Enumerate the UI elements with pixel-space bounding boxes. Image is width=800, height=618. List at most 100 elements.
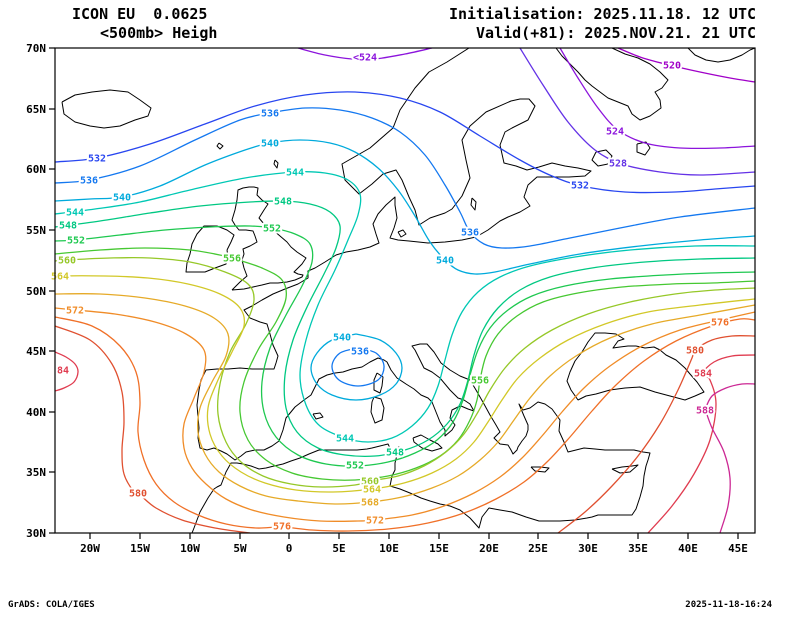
contour-line-524 bbox=[559, 48, 755, 150]
lon-tick-label: 0 bbox=[286, 542, 293, 555]
coastline bbox=[216, 142, 224, 150]
contour-label: 552 bbox=[346, 461, 364, 472]
contour-label: 536 bbox=[351, 347, 369, 358]
contour-label: 580 bbox=[686, 346, 704, 357]
contour-line-524 bbox=[297, 48, 433, 61]
coastline bbox=[397, 229, 407, 238]
contour-line-580 bbox=[557, 335, 755, 533]
coastline bbox=[555, 48, 669, 121]
contour-line-584 bbox=[55, 351, 79, 392]
contour-label: 572 bbox=[66, 306, 84, 317]
field-title: <500mb> Heigh bbox=[100, 24, 218, 42]
contour-line-572 bbox=[55, 307, 755, 523]
contour-label: 532 bbox=[88, 154, 106, 165]
contour-line-540 bbox=[55, 139, 755, 275]
contour-label: 544 bbox=[286, 168, 304, 179]
coastline bbox=[312, 412, 324, 420]
contour-line-528 bbox=[519, 48, 755, 176]
lon-tick-label: 5E bbox=[332, 542, 345, 555]
axes-group: 20W 15W 10W 5W 0 5E 10E 15E 20E 25E 30E 35E 40E 45E 70… bbox=[26, 42, 756, 555]
contour-label: 572 bbox=[366, 516, 384, 527]
contour-line-532 bbox=[55, 91, 755, 194]
contour-line-576 bbox=[55, 316, 755, 532]
contour-label: 556 bbox=[223, 254, 241, 265]
coastline bbox=[687, 48, 755, 63]
contour-label: 560 bbox=[361, 477, 379, 488]
contour-label: 548 bbox=[59, 221, 77, 232]
grads-credit: GrADS: COLA/IGES bbox=[8, 600, 95, 610]
lat-tick-label: 40N bbox=[26, 406, 46, 419]
contour-label: 564 bbox=[363, 485, 381, 496]
lon-tick-label: 25E bbox=[528, 542, 548, 555]
lat-tick-label: 55N bbox=[26, 224, 46, 237]
lon-tick-label: 15W bbox=[130, 542, 150, 555]
contour-line-520 bbox=[617, 48, 755, 83]
coastline bbox=[591, 149, 613, 167]
lat-tick-label: 65N bbox=[26, 103, 46, 116]
contour-label: 544 bbox=[66, 208, 84, 219]
contour-line-540 bbox=[310, 333, 403, 401]
contour-label: 580 bbox=[129, 489, 147, 500]
contour-label: 528 bbox=[609, 159, 627, 170]
contour-label: 540 bbox=[436, 256, 454, 267]
lon-tick-label: 40E bbox=[678, 542, 698, 555]
map-frame bbox=[54, 47, 756, 534]
lon-tick-label: 10E bbox=[379, 542, 399, 555]
coastline bbox=[61, 89, 152, 129]
lat-tick-label: 45N bbox=[26, 345, 46, 358]
coastline bbox=[185, 225, 235, 273]
valid-time-label: Valid(+81): 2025.NOV.21. 21 UTC bbox=[476, 24, 756, 42]
coastlines-group bbox=[61, 48, 755, 533]
coastline bbox=[530, 466, 550, 473]
lon-tick-label: 30E bbox=[578, 542, 598, 555]
coastline bbox=[231, 186, 307, 291]
contour-label: 556 bbox=[471, 376, 489, 387]
contour-label: 532 bbox=[571, 181, 589, 192]
contour-line-536 bbox=[331, 347, 385, 387]
contour-label: 536 bbox=[461, 228, 479, 239]
contour-label: 540 bbox=[333, 333, 351, 344]
contour-label: 576 bbox=[711, 318, 729, 329]
contour-line-560 bbox=[55, 256, 755, 488]
contour-label: 536 bbox=[80, 176, 98, 187]
lon-tick-label: 45E bbox=[728, 542, 748, 555]
coastline bbox=[412, 434, 443, 452]
creation-timestamp: 2025-11-18-16:24 bbox=[685, 600, 772, 610]
contour-label: 584 bbox=[694, 369, 712, 380]
lon-tick-label: 15E bbox=[429, 542, 449, 555]
contour-label: 564 bbox=[51, 272, 69, 283]
init-time-label: Initialisation: 2025.11.18. 12 UTC bbox=[448, 5, 756, 23]
lat-tick-label: 70N bbox=[26, 42, 46, 55]
contour-label: 588 bbox=[696, 406, 714, 417]
model-title: ICON EU 0.0625 bbox=[72, 5, 208, 23]
lon-tick-label: 10W bbox=[180, 542, 200, 555]
contour-line-552 bbox=[55, 225, 755, 467]
lon-tick-label: 20E bbox=[479, 542, 499, 555]
contour-label: 540 bbox=[261, 139, 279, 150]
contour-label: 560 bbox=[58, 256, 76, 267]
lat-tick-label: 30N bbox=[26, 527, 46, 540]
contour-label: <524 bbox=[353, 53, 377, 64]
coastline bbox=[273, 159, 279, 169]
lon-tick-label: 35E bbox=[628, 542, 648, 555]
contour-label: 84 bbox=[57, 366, 69, 377]
contour-label: 540 bbox=[113, 193, 131, 204]
contour-line-584 bbox=[647, 354, 755, 533]
coastline bbox=[191, 48, 651, 533]
contour-label: 552 bbox=[67, 236, 85, 247]
contour-line-536 bbox=[55, 107, 755, 249]
contour-label: 544 bbox=[336, 434, 354, 445]
coastline bbox=[566, 332, 705, 401]
contour-label: 524 bbox=[606, 127, 624, 138]
contour-label: 520 bbox=[663, 61, 681, 72]
contour-line-580 bbox=[55, 325, 251, 533]
contour-line-548 bbox=[55, 200, 755, 458]
contours-group bbox=[55, 48, 755, 533]
contour-line-544 bbox=[55, 170, 755, 443]
lon-tick-label: 20W bbox=[80, 542, 100, 555]
coastline bbox=[370, 396, 385, 424]
contour-line-568 bbox=[55, 293, 755, 505]
lat-tick-label: 60N bbox=[26, 163, 46, 176]
